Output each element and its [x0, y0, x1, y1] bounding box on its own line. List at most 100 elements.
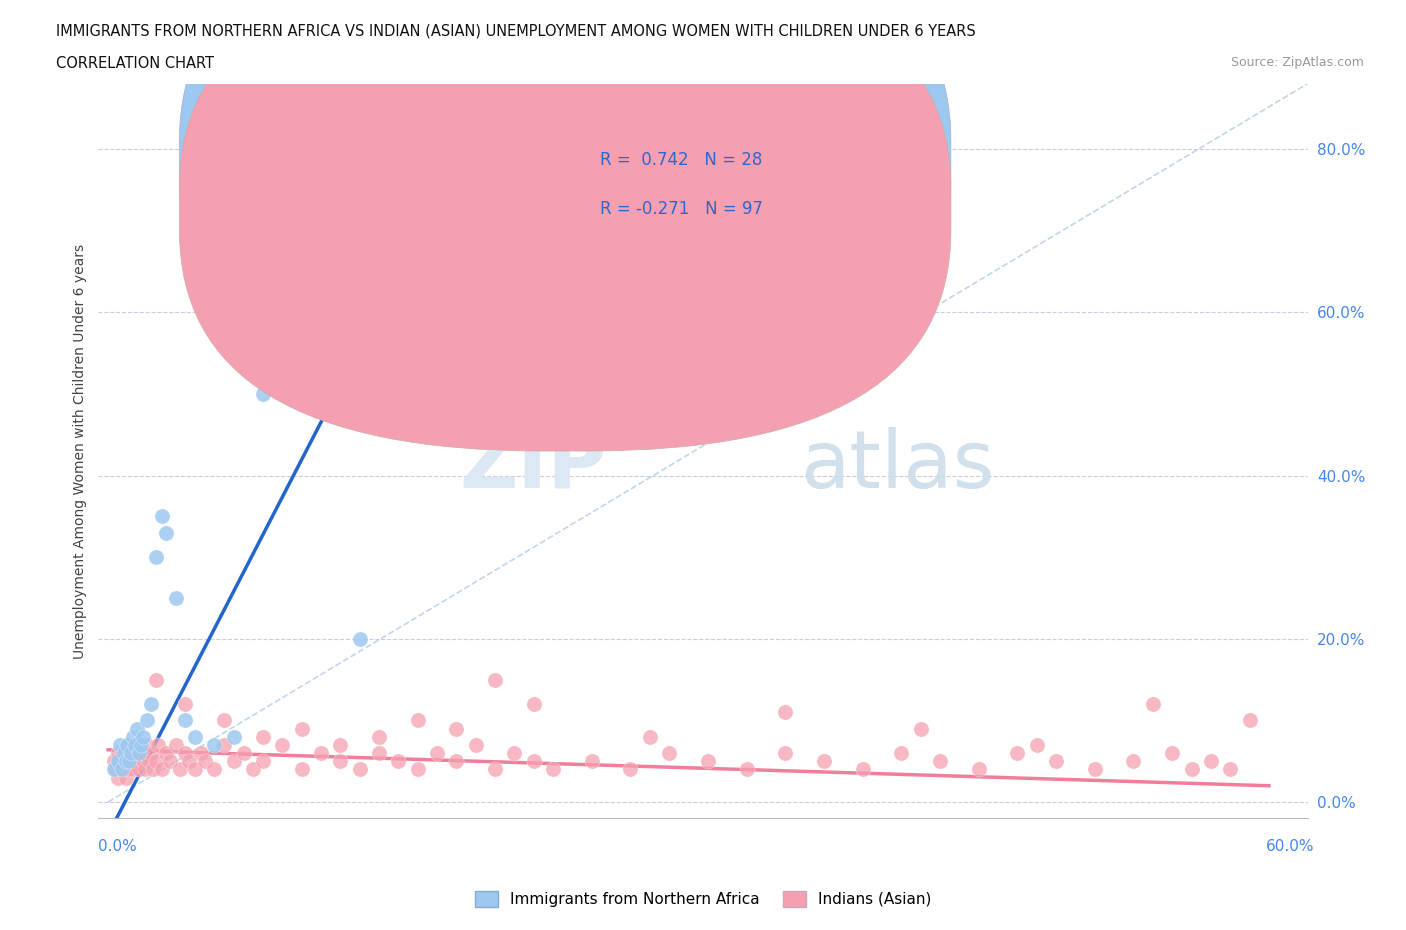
Point	[111, 762, 134, 777]
Text: R = -0.271   N = 97: R = -0.271 N = 97	[600, 200, 763, 218]
Point	[132, 754, 155, 769]
Point	[204, 762, 226, 777]
Point	[114, 754, 136, 769]
Point	[852, 762, 875, 777]
Point	[484, 672, 506, 687]
Point	[114, 746, 136, 761]
Point	[212, 713, 235, 728]
Point	[541, 762, 564, 777]
Point	[124, 737, 146, 752]
Point	[1161, 746, 1184, 761]
Point	[309, 746, 332, 761]
Point	[114, 770, 136, 785]
Legend: Immigrants from Northern Africa, Indians (Asian): Immigrants from Northern Africa, Indians…	[468, 884, 938, 913]
Point	[242, 762, 264, 777]
Point	[696, 754, 718, 769]
Point	[503, 746, 526, 761]
Point	[1199, 754, 1222, 769]
Point	[446, 721, 468, 736]
Point	[967, 762, 990, 777]
Point	[107, 770, 129, 785]
Point	[406, 762, 429, 777]
Point	[103, 754, 125, 769]
Point	[1122, 754, 1144, 769]
Point	[112, 746, 135, 761]
Point	[426, 746, 449, 761]
Point	[174, 746, 197, 761]
Point	[929, 754, 952, 769]
Point	[773, 705, 796, 720]
Text: Source: ZipAtlas.com: Source: ZipAtlas.com	[1230, 56, 1364, 69]
Point	[368, 746, 391, 761]
Text: CORRELATION CHART: CORRELATION CHART	[56, 56, 214, 71]
Point	[290, 721, 312, 736]
Point	[135, 713, 157, 728]
FancyBboxPatch shape	[527, 124, 855, 238]
Point	[117, 754, 139, 769]
Point	[127, 737, 149, 752]
Point	[1219, 762, 1241, 777]
Point	[232, 746, 254, 761]
Point	[252, 387, 274, 402]
Point	[120, 746, 142, 761]
Point	[104, 762, 127, 777]
Point	[142, 762, 165, 777]
Point	[581, 754, 603, 769]
Point	[484, 762, 506, 777]
Point	[108, 737, 131, 752]
Point	[165, 591, 187, 605]
Text: 60.0%: 60.0%	[1267, 839, 1315, 854]
Point	[1045, 754, 1067, 769]
Y-axis label: Unemployment Among Women with Children Under 6 years: Unemployment Among Women with Children U…	[73, 244, 87, 658]
Point	[190, 746, 212, 761]
Point	[108, 754, 131, 769]
Point	[773, 746, 796, 761]
Point	[523, 697, 546, 711]
Point	[329, 737, 352, 752]
Point	[890, 746, 912, 761]
Point	[117, 737, 139, 752]
Point	[155, 746, 177, 761]
Point	[107, 746, 129, 761]
Point	[145, 550, 167, 565]
Text: ZIP: ZIP	[458, 427, 606, 505]
Text: atlas: atlas	[800, 427, 994, 505]
Point	[735, 762, 758, 777]
Point	[194, 754, 217, 769]
Point	[252, 754, 274, 769]
Point	[128, 762, 150, 777]
Point	[1180, 762, 1202, 777]
Point	[124, 746, 146, 761]
Point	[638, 729, 661, 744]
Point	[271, 737, 294, 752]
Point	[184, 762, 207, 777]
Point	[150, 509, 173, 524]
Point	[212, 737, 235, 752]
Point	[387, 754, 409, 769]
Point	[446, 754, 468, 769]
Point	[112, 754, 135, 769]
Point	[118, 754, 141, 769]
Point	[139, 746, 162, 761]
Point	[145, 754, 167, 769]
Point	[145, 672, 167, 687]
Point	[122, 729, 145, 744]
Point	[132, 729, 155, 744]
Point	[179, 754, 201, 769]
Point	[329, 754, 352, 769]
Point	[174, 713, 197, 728]
Text: IMMIGRANTS FROM NORTHERN AFRICA VS INDIAN (ASIAN) UNEMPLOYMENT AMONG WOMEN WITH : IMMIGRANTS FROM NORTHERN AFRICA VS INDIA…	[56, 23, 976, 38]
Point	[174, 697, 197, 711]
Point	[1025, 737, 1047, 752]
Point	[252, 729, 274, 744]
Point	[111, 746, 134, 761]
Point	[127, 721, 149, 736]
Point	[222, 729, 245, 744]
Point	[134, 762, 156, 777]
Point	[148, 737, 170, 752]
Point	[184, 729, 207, 744]
Point	[129, 746, 152, 761]
Point	[103, 762, 125, 777]
Point	[1007, 746, 1029, 761]
Point	[169, 762, 191, 777]
